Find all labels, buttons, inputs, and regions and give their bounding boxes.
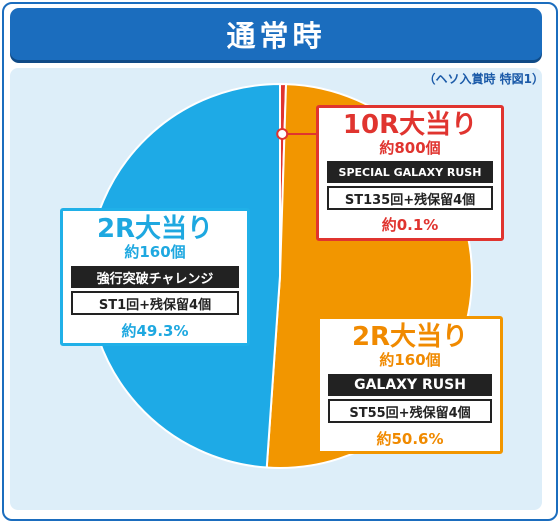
slice-percent: 約49.3%: [121, 322, 189, 340]
slice-detail: ST135回+残保留4個: [327, 186, 493, 210]
slice-percent: 約50.6%: [376, 430, 444, 448]
slice-label-2r-rush: 2R大当り 約160個 GALAXY RUSH ST55回+残保留4個 約50.…: [317, 316, 503, 454]
title-bar: 通常時: [10, 8, 542, 60]
slice-percent: 約0.1%: [381, 216, 439, 234]
condition-note: （ヘソ入賞時 特図1）: [423, 72, 544, 86]
chart-title: 通常時: [226, 19, 326, 53]
slice-label-10r: 10R大当り 約800個 SPECIAL GALAXY RUSH ST135回+…: [316, 105, 504, 241]
slice-title: 10R大当り: [342, 110, 478, 140]
slice-count: 約160個: [124, 243, 186, 261]
slice-label-2r-challenge: 2R大当り 約160個 強行突破チャレンジ ST1回+残保留4個 約49.3%: [60, 208, 250, 346]
slice-mode: GALAXY RUSH: [328, 374, 492, 396]
slice-mode: 強行突破チャレンジ: [71, 266, 239, 288]
slice-detail: ST55回+残保留4個: [328, 399, 492, 423]
slice-count: 約800個: [379, 139, 441, 157]
slice-count: 約160個: [379, 351, 441, 369]
slice-title: 2R大当り: [351, 322, 469, 352]
slice-mode: SPECIAL GALAXY RUSH: [327, 161, 493, 183]
slice-title: 2R大当り: [96, 214, 214, 244]
slice-detail: ST1回+残保留4個: [71, 291, 239, 315]
leader-dot-10r: [276, 127, 289, 140]
